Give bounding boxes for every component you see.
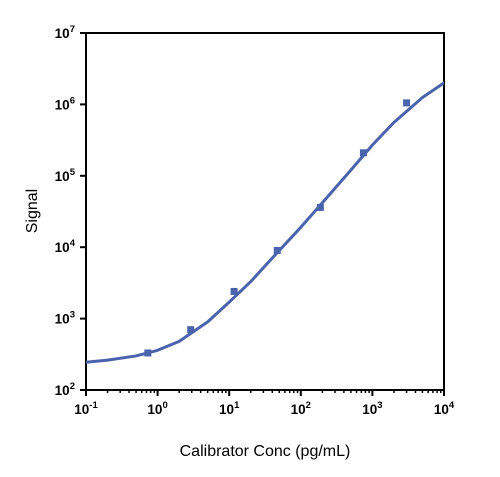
y-tick-label: 104 [55,238,76,255]
data-point [316,203,324,211]
plot-frame [85,32,445,391]
y-tick-label: 103 [55,310,75,327]
y-tick-label: 106 [55,95,75,112]
y-axis-ticks: 102 103 104 105 106 107 [55,24,86,398]
y-tick-label: 107 [55,24,75,41]
data-point [273,246,281,254]
x-tick-label: 100 [147,400,167,417]
x-tick-label: 102 [291,400,311,417]
x-tick-label: 101 [219,400,240,417]
y-axis-title: Signal [24,189,41,233]
y-tick-label: 102 [55,381,75,398]
data-layer [86,81,444,364]
x-tick-label: 104 [434,400,455,417]
data-point [403,99,411,107]
y-tick-label: 105 [55,167,76,184]
x-tick-label: 10-1 [74,400,98,417]
data-point [230,287,238,295]
data-point [144,349,152,357]
fit-curve [86,81,444,364]
data-point [187,326,195,334]
x-tick-label: 103 [362,400,382,417]
data-point [359,149,367,157]
x-axis-ticks: 10-1 100 101 102 103 104 [74,390,455,417]
x-axis-title: Calibrator Conc (pg/mL) [180,443,351,460]
